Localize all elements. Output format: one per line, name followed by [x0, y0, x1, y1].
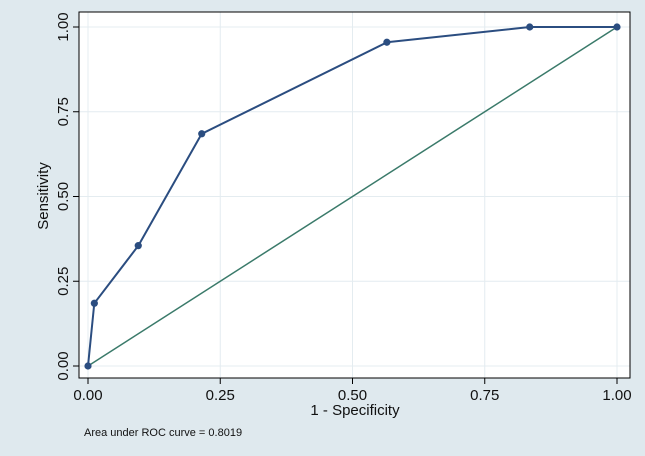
auc-annotation: Area under ROC curve = 0.8019	[84, 427, 242, 439]
x-axis-title: 1 - Specificity	[310, 402, 400, 419]
y-tick-label: 0.00	[55, 351, 72, 380]
axis-ticks: 0.00 0.25 0.50 0.75 1.00 0.00 0.25 0.50 0.75 1.00	[55, 12, 632, 404]
y-tick-label: 0.75	[55, 97, 72, 126]
roc-point	[613, 23, 621, 31]
reference-line	[87, 26, 618, 367]
roc-point	[383, 38, 391, 46]
x-tick-label: 0.00	[73, 387, 102, 404]
x-tick-label: 0.75	[470, 387, 499, 404]
y-tick-label: 1.00	[55, 12, 72, 41]
y-tick-label: 0.25	[55, 267, 72, 296]
x-tick-label: 0.50	[338, 387, 367, 404]
roc-point	[90, 299, 98, 307]
roc-point	[134, 242, 142, 250]
roc-point	[526, 23, 534, 31]
roc-point	[198, 130, 206, 138]
x-tick-label: 1.00	[602, 387, 631, 404]
y-axis-title: Sensitivity	[35, 162, 52, 230]
series-layer	[84, 23, 621, 370]
y-tick-label: 0.50	[55, 182, 72, 211]
plot-frame	[78, 11, 631, 379]
roc-point	[84, 362, 92, 370]
x-tick-label: 0.25	[206, 387, 235, 404]
